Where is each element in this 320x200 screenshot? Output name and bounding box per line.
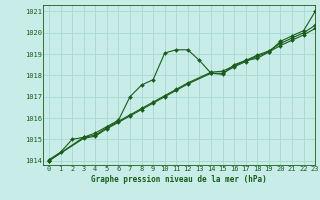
X-axis label: Graphe pression niveau de la mer (hPa): Graphe pression niveau de la mer (hPa) bbox=[91, 175, 267, 184]
